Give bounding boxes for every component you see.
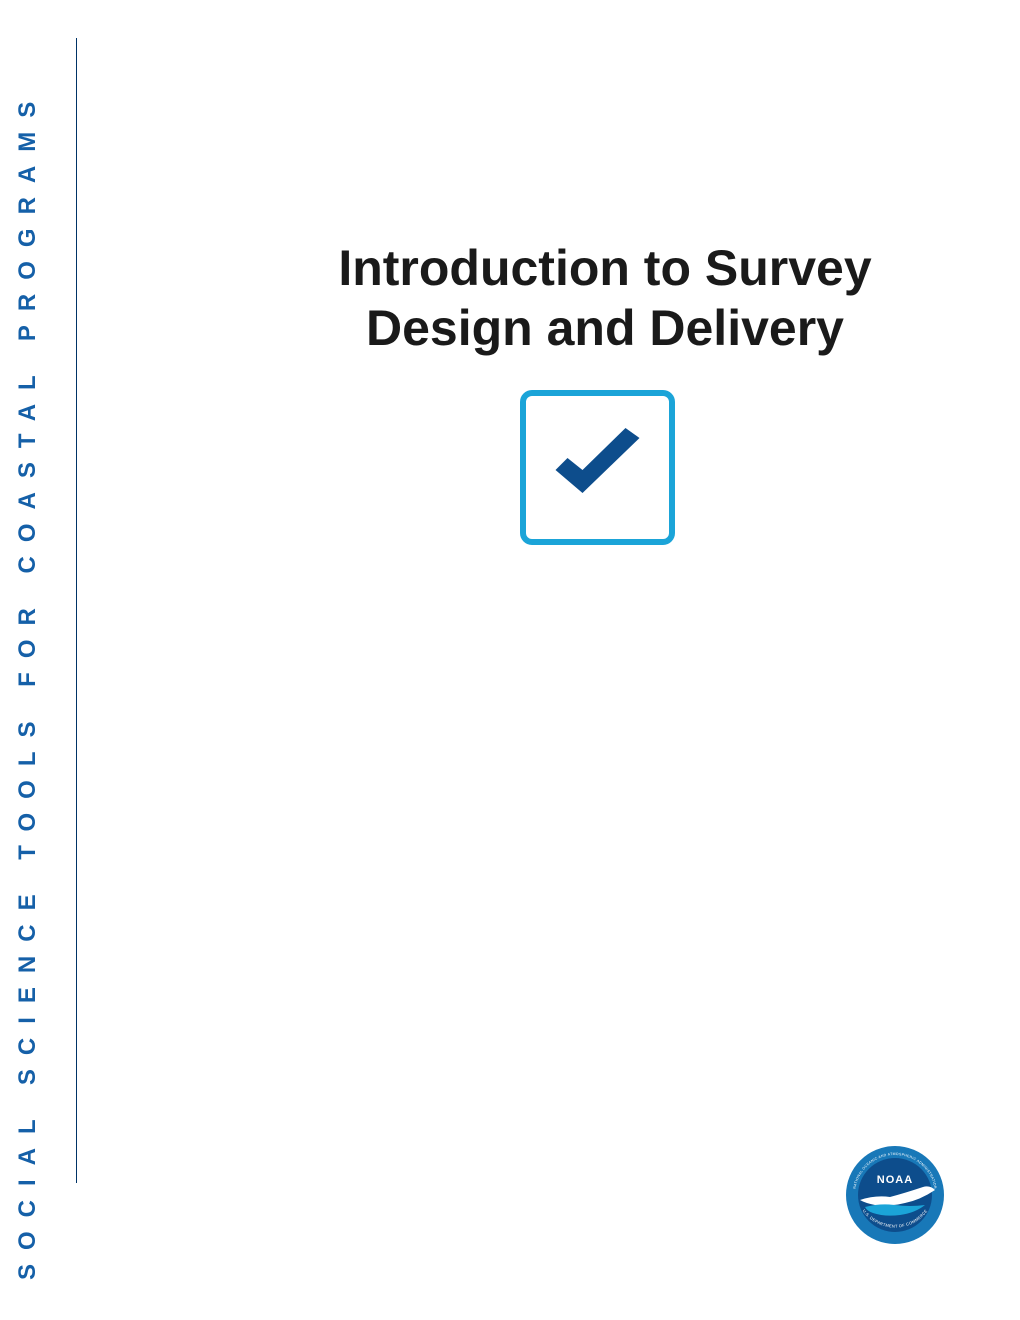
title-line-2: Design and Delivery [366, 300, 844, 356]
sidebar-series-title: SOCIAL SCIENCE TOOLS FOR COASTAL PROGRAM… [14, 88, 42, 1280]
svg-text:NOAA: NOAA [877, 1174, 913, 1186]
title-line-1: Introduction to Survey [338, 240, 871, 296]
noaa-logo-icon: NOAA NATIONAL OCEANIC AND ATMOSPHERIC AD… [845, 1145, 945, 1245]
checkmark-icon [545, 428, 650, 508]
vertical-divider [76, 38, 77, 1183]
page-title: Introduction to Survey Design and Delive… [250, 238, 960, 358]
checkbox-icon-container [520, 390, 675, 545]
